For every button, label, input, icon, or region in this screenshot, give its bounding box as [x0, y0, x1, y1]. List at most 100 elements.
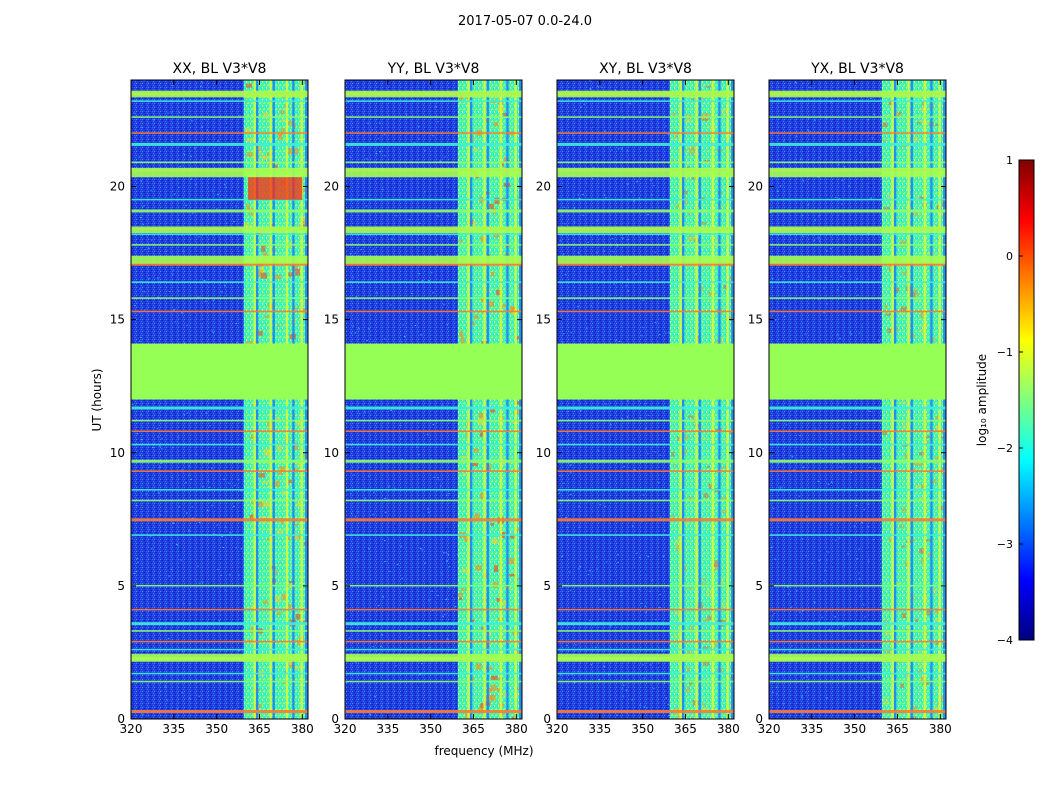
noisy-time-row [769, 233, 946, 236]
noisy-time-row [131, 459, 308, 463]
noisy-time-row [131, 680, 308, 683]
y-tick-label: 20 [536, 180, 551, 194]
noisy-time-row [769, 470, 946, 472]
noisy-time-row [769, 262, 946, 266]
noisy-time-row [769, 459, 946, 463]
noisy-time-row [131, 622, 308, 626]
noisy-time-row [557, 499, 734, 502]
noisy-time-row [131, 281, 308, 283]
x-tick-label: 335 [588, 722, 611, 736]
noisy-time-row [557, 419, 734, 422]
x-tick-label: 365 [248, 722, 271, 736]
noisy-time-row [769, 489, 946, 491]
noisy-time-row [557, 297, 734, 299]
flag-band [769, 90, 946, 98]
noisy-time-row [557, 459, 734, 463]
noisy-time-row [131, 310, 308, 313]
y-tick-label: 0 [755, 712, 763, 726]
flag-band [769, 226, 946, 234]
x-tick-label: 350 [843, 722, 866, 736]
noisy-time-row [345, 489, 522, 491]
panel-frame [130, 79, 309, 720]
noisy-time-row [557, 584, 734, 587]
flag-band [345, 167, 522, 178]
y-tick-label: 0 [331, 712, 339, 726]
noisy-time-row [557, 443, 734, 446]
noisy-time-row [557, 406, 734, 410]
noisy-time-row [345, 534, 522, 536]
noisy-time-row [557, 680, 734, 683]
noisy-time-row [345, 419, 522, 422]
flag-band [769, 255, 946, 264]
y-tick-label: 10 [110, 446, 125, 460]
noisy-time-row [131, 244, 308, 246]
noisy-time-row [769, 419, 946, 422]
flag-band [131, 653, 308, 662]
panel-frame [344, 79, 523, 720]
figure-title: 2017-05-07 0.0-24.0 [458, 14, 592, 29]
noisy-time-row [769, 443, 946, 446]
y-tick-label: 10 [536, 446, 551, 460]
noisy-time-row [131, 489, 308, 491]
noisy-time-row [557, 233, 734, 236]
x-tick-label: 320 [334, 722, 357, 736]
x-axis-label: frequency (MHz) [434, 744, 533, 758]
noisy-time-row [345, 680, 522, 683]
y-tick-label: 5 [755, 579, 763, 593]
y-tick-label: 0 [543, 712, 551, 726]
panel-2: XY, BL V3*V8 320 335 350 365 380 0 5 10 15 20 [536, 61, 740, 736]
noisy-time-row [557, 710, 734, 714]
panel-title: XY, BL V3*V8 [599, 61, 692, 77]
noisy-time-row [131, 534, 308, 536]
noisy-time-row [769, 710, 946, 714]
flag-band [345, 255, 522, 264]
panel-title: YX, BL V3*V8 [810, 61, 904, 77]
panel-0: XX, BL V3*V8 320 335 350 365 380 0 5 10 15 20 [110, 61, 314, 736]
colorbar: 1 0 −1 −2 −3 −4 log₁₀ amplitude [975, 154, 1035, 647]
y-tick-label: 20 [324, 180, 339, 194]
x-tick-label: 350 [205, 722, 228, 736]
noisy-time-row [557, 622, 734, 626]
noisy-time-row [131, 198, 308, 201]
noisy-time-row [131, 608, 308, 611]
x-tick-label: 365 [462, 722, 485, 736]
noisy-time-row [557, 116, 734, 118]
x-tick-label: 380 [505, 722, 528, 736]
noisy-time-row [557, 281, 734, 283]
noisy-time-row [131, 443, 308, 446]
colorbar-gradient [1018, 159, 1035, 641]
colorbar-tick-label: −2 [997, 442, 1013, 455]
noisy-time-row [769, 198, 946, 201]
x-tick-label: 320 [120, 722, 143, 736]
hot-region [248, 177, 303, 200]
y-tick-label: 10 [324, 446, 339, 460]
y-tick-label: 5 [117, 579, 125, 593]
noisy-time-row [131, 406, 308, 410]
noisy-time-row [557, 132, 734, 134]
x-tick-label: 380 [291, 722, 314, 736]
noisy-time-row [345, 710, 522, 714]
y-tick-label: 15 [748, 313, 763, 327]
noisy-time-row [769, 430, 946, 433]
y-tick-label: 20 [110, 180, 125, 194]
noisy-time-row [557, 648, 734, 651]
x-tick-label: 365 [886, 722, 909, 736]
noisy-time-row [557, 672, 734, 675]
noisy-time-row [769, 132, 946, 134]
noisy-time-row [345, 608, 522, 611]
noisy-time-row [557, 142, 734, 146]
noisy-time-row [345, 209, 522, 213]
noisy-time-row [557, 161, 734, 164]
y-tick-label: 15 [110, 313, 125, 327]
noisy-time-row [345, 584, 522, 587]
y-tick-label: 20 [748, 180, 763, 194]
panel-frame [556, 79, 735, 720]
x-tick-label: 350 [631, 722, 654, 736]
flag-band [345, 90, 522, 98]
x-tick-label: 320 [546, 722, 569, 736]
noisy-time-row [557, 630, 734, 632]
noisy-time-row [769, 518, 946, 522]
noisy-time-row [557, 518, 734, 522]
noisy-time-row [345, 281, 522, 283]
